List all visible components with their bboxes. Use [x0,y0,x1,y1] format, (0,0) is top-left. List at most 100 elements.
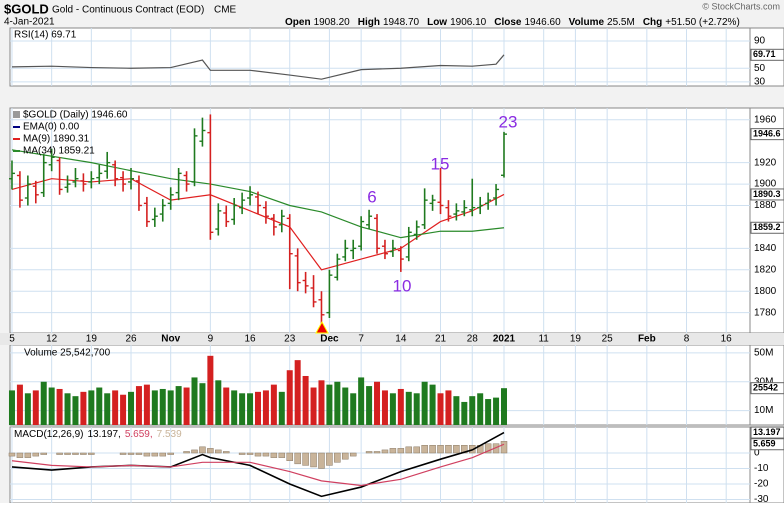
volume-bar [183,387,190,425]
histogram-bar [397,448,405,454]
x-tick-label: 28 [467,334,479,345]
y-tick-label: 1920 [754,157,777,168]
y-tick-label: 1960 [754,114,777,125]
volume-bar [96,387,103,425]
volume-bar [16,384,23,425]
quote-label: Chg [643,17,662,28]
volume-bar [215,380,222,425]
histogram-bar [238,452,246,455]
x-tick-label: 11 [538,334,549,345]
volume-bar [40,381,47,425]
histogram-bar [56,452,63,455]
quote-label: Open [285,17,311,28]
y-tick-label: 90 [754,36,766,47]
y-tick-label: 30 [754,77,766,88]
x-tick-label: 26 [125,334,137,345]
volume-bar [318,380,325,425]
volume-bar [310,387,317,425]
volume-bar [294,360,301,425]
histogram-bar [143,452,151,457]
volume-bar [80,391,87,425]
histogram-bar [64,452,71,455]
histogram-bar [151,452,159,457]
volume-bar [88,390,95,425]
value-tag [750,128,784,141]
x-tick-label: 12 [46,334,58,345]
quote-value: 1908.20 [314,17,351,28]
quote-value: 1948.70 [383,17,420,28]
volume-bar [199,383,206,425]
volume-bar [445,390,452,425]
x-tick-label: Dec [320,334,339,345]
legend-value: 13.197, [87,429,120,440]
volume-bar [461,401,468,425]
value-tag [750,438,784,451]
panel [9,27,751,87]
x-axis-strip [0,333,784,345]
y-tick-label: -30 [754,494,769,503]
histogram-bar [302,452,309,466]
histogram-bar [318,452,325,469]
histogram-bar [167,452,174,455]
histogram-bar [16,452,24,458]
volume-bar [366,386,373,425]
y-tick-label: 30M [754,376,773,387]
histogram-bar [342,452,349,460]
volume-bar [254,391,261,425]
value-tag [750,48,784,61]
quote-label: Close [494,17,522,28]
histogram-bar [8,452,16,457]
histogram-bar [88,452,95,455]
histogram-bar [445,445,452,454]
histogram-bar [429,445,436,454]
volume-bar [374,381,381,425]
x-tick-label: 2021 [493,334,516,345]
histogram-bar [246,452,254,455]
value-tag-label: 5.659 [753,439,776,449]
histogram-bar [40,452,47,455]
volume-bar [231,390,238,425]
x-tick-label: 16 [721,334,733,345]
quote-label: Low [427,17,447,28]
volume-bar [247,393,254,425]
volume-bar [389,393,396,425]
legend: RSI(14) 69.71 [14,30,77,41]
volume-bar [485,399,492,425]
histogram-bar [262,452,270,457]
x-tick-label: 8 [684,334,690,345]
value-tag [750,382,784,395]
value-tag-label: 25542 [753,383,778,393]
value-tag [750,426,784,439]
quote: Open 1908.20 High 1948.70 Low 1906.10 Close 194… [285,17,740,28]
quote-value: 1906.10 [450,17,487,28]
x-tick-label: Nov [161,334,180,345]
volume-bar [500,388,507,425]
volume-bar [262,390,269,425]
volume-bar [405,391,412,425]
histogram-bar [127,452,135,455]
volume-bar [381,390,388,425]
volume-bar [302,375,309,425]
histogram-bar [215,449,222,454]
legend-entry: EMA(0) 0.00 [23,122,80,133]
y-tick-label: 1880 [754,200,777,211]
line [11,149,505,239]
legend-icon [13,111,20,118]
volume-bar [24,393,31,425]
y-tick-label: 1800 [754,286,777,297]
credit: © StockCharts.com [702,1,780,11]
value-tag-label: 1946.6 [753,129,781,139]
histogram-bar [326,452,333,466]
y-tick-label: -10 [754,463,769,474]
histogram-bar [270,452,278,458]
value-tag-label: 1859.2 [753,222,781,232]
volume-bar [413,393,420,425]
y-tick-label: 1820 [754,264,777,275]
volume-bar [326,384,333,425]
volume-bar [397,388,404,425]
volume-bar [223,387,230,425]
legend-name: MACD(12,26,9) [14,429,83,440]
volume-bar [159,388,166,425]
line [11,443,505,487]
histogram-bar [207,448,214,454]
